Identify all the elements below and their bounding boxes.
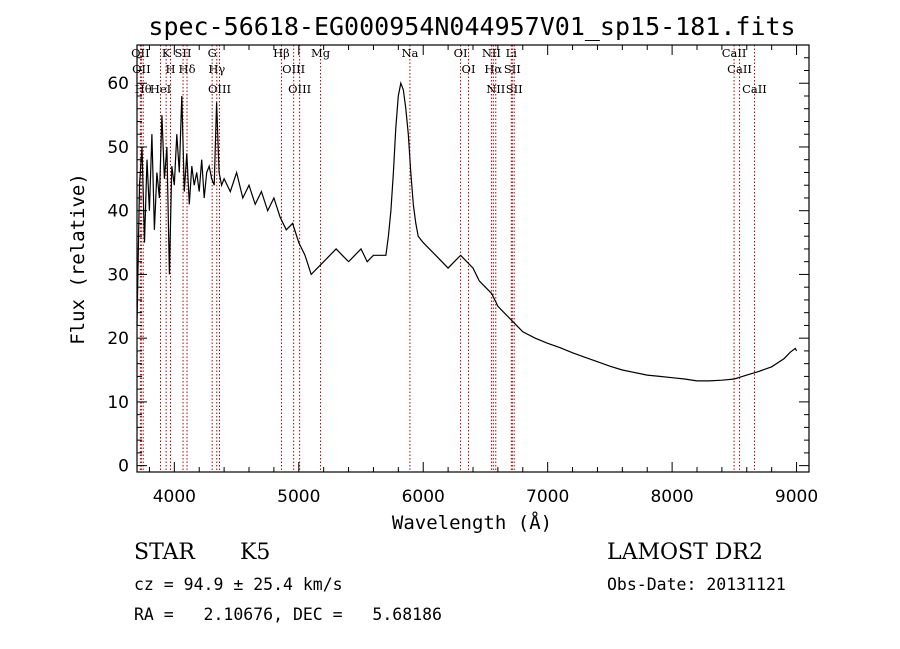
object-subclass: K5 xyxy=(240,540,270,565)
x-axis-label: Wavelength (Å) xyxy=(392,511,552,534)
spectral-line-markers xyxy=(139,45,755,472)
x-axis-ticks: 4000 5000 6000 7000 8000 9000 xyxy=(148,45,818,507)
chart-title: spec-56618-EG000954N044957V01_sp15-181.f… xyxy=(148,12,795,41)
spectral-line-label: K xyxy=(162,46,171,60)
spectral-line-label: SII xyxy=(506,82,523,96)
x-tick-label: 5000 xyxy=(277,487,320,507)
spectral-line-label: SII xyxy=(175,46,192,60)
spectral-line-label: Hγ xyxy=(208,62,225,76)
y-axis-ticks: 0 10 20 30 40 50 60 xyxy=(107,57,809,477)
spectral-line-label: OI xyxy=(454,46,468,60)
y-tick-label: 0 xyxy=(118,457,129,477)
spectral-line-label: Hβ xyxy=(273,46,290,60)
y-tick-label: 30 xyxy=(107,265,129,285)
spectral-line-label: NII xyxy=(486,82,505,96)
spectrum-series-line xyxy=(136,81,798,382)
spectral-line-label: OIII xyxy=(288,82,311,96)
spectral-line-label: G xyxy=(208,46,217,60)
spectral-line-label: NII xyxy=(482,46,501,60)
spectral-line-label: CaII xyxy=(727,62,752,76)
spectral-line-label: Hα xyxy=(484,62,502,76)
object-class: STAR xyxy=(134,540,196,565)
spectral-line-label: OIII xyxy=(282,62,305,76)
spectral-line-label: OII xyxy=(132,62,151,76)
y-tick-label: 60 xyxy=(107,74,129,94)
spectral-line-label: OIII xyxy=(208,82,231,96)
y-tick-label: 50 xyxy=(107,138,129,158)
x-tick-label: 9000 xyxy=(775,487,818,507)
spectral-line-label: HeI xyxy=(150,82,171,96)
spectral-line-label: Mg xyxy=(311,46,331,60)
redshift-velocity: cz = 94.9 ± 25.4 km/s xyxy=(134,575,343,594)
spectral-line-label: Hδ xyxy=(179,62,196,76)
spectral-line-label: Na xyxy=(401,46,418,60)
spectral-line-label: Li xyxy=(506,46,518,60)
y-tick-label: 10 xyxy=(107,393,129,413)
y-axis-label: Flux (relative) xyxy=(67,173,89,345)
spectral-line-label: OI xyxy=(462,62,476,76)
y-tick-label: 40 xyxy=(107,202,129,222)
spectral-line-label: CaII xyxy=(742,82,767,96)
survey-name: LAMOST DR2 xyxy=(607,540,763,565)
spectral-line-label: SII xyxy=(504,62,521,76)
spectral-line-label: CaII xyxy=(722,46,747,60)
spectral-line-label: OII xyxy=(131,46,150,60)
observation-date: Obs-Date: 20131121 xyxy=(607,575,786,594)
x-tick-label: 4000 xyxy=(153,487,196,507)
x-tick-label: 8000 xyxy=(650,487,693,507)
y-tick-label: 20 xyxy=(107,329,129,349)
x-tick-label: 6000 xyxy=(402,487,445,507)
spectral-line-label: H xyxy=(165,62,175,76)
coordinates: RA = 2.10676, DEC = 5.68186 xyxy=(134,605,442,624)
spectral-line-label: Hθ xyxy=(135,82,152,96)
plot-frame xyxy=(136,44,810,473)
x-tick-label: 7000 xyxy=(526,487,569,507)
